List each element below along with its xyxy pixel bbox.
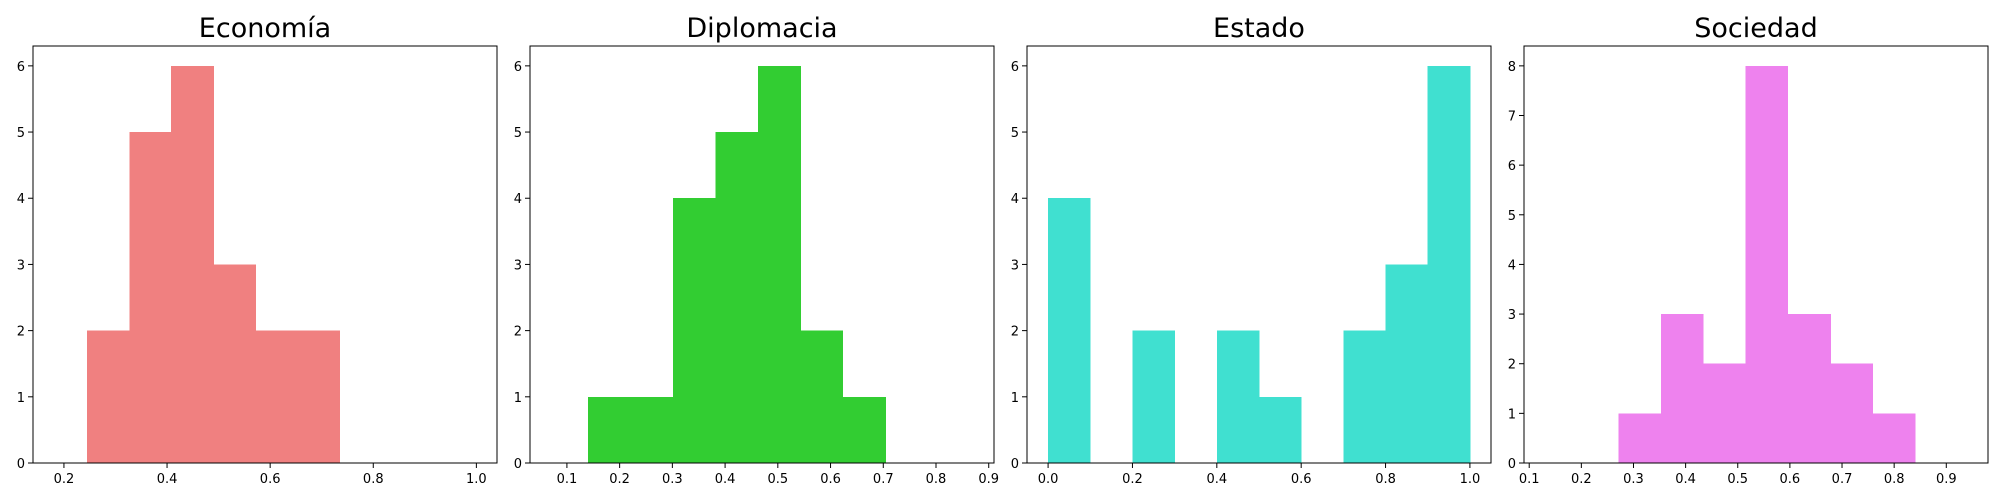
y-tick-label: 5 <box>1508 209 1516 224</box>
y-tick-label: 1 <box>1011 391 1019 406</box>
x-tick-label: 0.7 <box>873 472 894 487</box>
histogram-bar <box>1385 264 1429 463</box>
x-tick-label: 0.2 <box>1122 472 1143 487</box>
x-tick-label: 0.1 <box>1519 472 1540 487</box>
y-tick-label: 6 <box>17 60 25 75</box>
histogram-bar <box>1872 413 1916 463</box>
y-tick-label: 4 <box>1011 192 1019 207</box>
histogram-bar <box>1427 65 1471 464</box>
x-tick-label: 1.0 <box>466 472 487 487</box>
histogram-bar <box>255 330 299 463</box>
x-tick-label: 0.9 <box>978 472 999 487</box>
histogram-bar <box>800 330 844 463</box>
histogram-bar <box>87 330 130 463</box>
y-tick-label: 0 <box>1508 457 1516 472</box>
histogram-bar <box>1745 65 1789 464</box>
y-tick-label: 1 <box>17 391 25 406</box>
y-tick-label: 4 <box>17 192 25 207</box>
y-tick-label: 1 <box>514 391 522 406</box>
x-tick-label: 0.6 <box>1780 472 1801 487</box>
y-tick-label: 6 <box>1011 60 1019 75</box>
axes-frame <box>1523 45 1989 464</box>
x-tick-label: 0.2 <box>54 472 75 487</box>
histogram-bar <box>213 264 257 463</box>
x-tick-label: 0.3 <box>662 472 683 487</box>
histogram-bar <box>298 330 341 463</box>
histogram-bar <box>171 65 214 464</box>
y-tick-label: 2 <box>1508 358 1516 373</box>
panel-title: Sociedad <box>1694 13 1817 44</box>
y-tick-label: 3 <box>514 258 522 273</box>
x-tick-label: 0.8 <box>1375 472 1396 487</box>
histogram-panel-3: Estado 0.0 0.2 0.4 0.6 0.8 1.0 0 1 2 3 4 5 6 <box>1011 13 1492 487</box>
x-tick-label: 0.2 <box>1571 472 1592 487</box>
y-tick-label: 3 <box>17 258 25 273</box>
x-tick-label: 0.5 <box>767 472 788 487</box>
histogram-bar <box>1259 396 1302 463</box>
y-tick-label: 2 <box>1011 325 1019 340</box>
histogram-bar <box>1787 314 1831 463</box>
histogram-bar <box>842 396 886 463</box>
histogram-panel-1: Economía 0.2 0.4 0.6 0.8 1.0 0 1 2 3 4 5 6 <box>17 13 498 487</box>
histogram-bar <box>1216 330 1260 463</box>
x-tick-label: 0.4 <box>157 472 178 487</box>
histogram-bar <box>630 396 674 463</box>
y-tick-label: 5 <box>1011 126 1019 141</box>
x-tick-label: 0.4 <box>1206 472 1227 487</box>
y-tick-label: 8 <box>1508 60 1516 75</box>
y-tick-label: 0 <box>514 457 522 472</box>
histogram-panel-4: Sociedad 0.1 0.2 0.3 0.4 0.5 0.6 0.7 0.8 0.9 0 1 2 3 4… <box>1508 13 1989 487</box>
histogram-bar <box>757 65 801 464</box>
y-tick-label: 6 <box>1508 159 1516 174</box>
x-tick-label: 0.9 <box>1936 472 1957 487</box>
x-tick-label: 0.4 <box>1675 472 1696 487</box>
histogram-bar <box>715 132 759 464</box>
x-tick-label: 0.5 <box>1727 472 1748 487</box>
x-tick-label: 0.7 <box>1832 472 1853 487</box>
y-tick-label: 7 <box>1508 110 1516 125</box>
y-tick-label: 4 <box>514 192 522 207</box>
x-tick-label: 0.1 <box>557 472 578 487</box>
histogram-panel-2: Diplomacia 0.1 0.2 0.3 0.4 0.5 0.6 0.7 0.8 0.9 0 1 2… <box>514 13 999 487</box>
histogram-bar <box>1343 330 1386 463</box>
panel-title: Estado <box>1213 13 1305 44</box>
panel-title: Diplomacia <box>686 13 837 44</box>
x-tick-label: 0.0 <box>1038 472 1059 487</box>
x-tick-label: 0.3 <box>1623 472 1644 487</box>
y-tick-label: 0 <box>1011 457 1019 472</box>
panel-title: Economía <box>199 13 331 44</box>
histogram-bar <box>1703 363 1746 463</box>
y-tick-label: 2 <box>514 325 522 340</box>
x-tick-label: 0.8 <box>926 472 947 487</box>
histogram-bar <box>1618 413 1662 463</box>
x-tick-label: 0.2 <box>609 472 630 487</box>
y-tick-label: 5 <box>17 126 25 141</box>
histogram-bar <box>129 132 172 464</box>
x-tick-label: 0.6 <box>820 472 841 487</box>
y-tick-label: 6 <box>514 60 522 75</box>
x-tick-label: 0.8 <box>363 472 384 487</box>
y-tick-label: 3 <box>1011 258 1019 273</box>
histogram-bar <box>588 396 632 463</box>
axes-frame <box>1026 45 1492 464</box>
axes-frame <box>529 45 995 464</box>
histogram-bar <box>1048 198 1091 464</box>
y-tick-label: 0 <box>17 457 25 472</box>
x-tick-label: 1.0 <box>1460 472 1481 487</box>
histogram-bar <box>1132 330 1176 463</box>
y-tick-label: 2 <box>17 325 25 340</box>
axes-frame <box>32 45 498 464</box>
x-tick-label: 0.4 <box>715 472 736 487</box>
x-tick-label: 0.6 <box>260 472 281 487</box>
y-tick-label: 1 <box>1508 407 1516 422</box>
histogram-bar <box>1661 314 1704 463</box>
x-tick-label: 0.8 <box>1884 472 1905 487</box>
y-tick-label: 3 <box>1508 308 1516 323</box>
y-tick-label: 5 <box>514 126 522 141</box>
x-tick-label: 0.6 <box>1291 472 1312 487</box>
histogram-bar <box>1830 363 1874 463</box>
y-tick-label: 4 <box>1508 258 1516 273</box>
histogram-bar <box>672 198 716 464</box>
